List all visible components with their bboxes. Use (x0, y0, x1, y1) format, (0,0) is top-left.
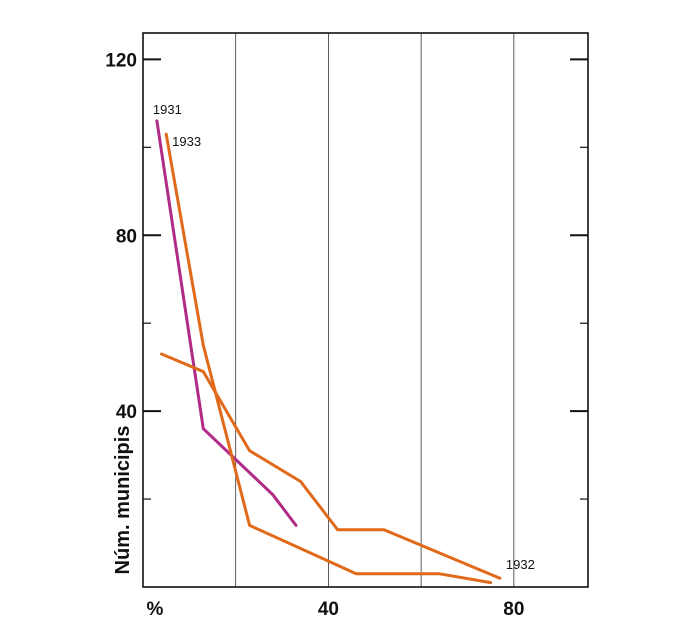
plot-frame (142, 32, 589, 588)
y-tick-label: 80 (116, 226, 137, 247)
x-tick-label: 80 (503, 599, 524, 620)
series-line-1931 (155, 119, 298, 527)
axes (142, 32, 589, 588)
x-tick-label: 40 (318, 599, 339, 620)
series-label-1931: 1931 (153, 102, 182, 117)
series-line-1932 (160, 352, 502, 580)
series-lines (155, 119, 502, 585)
series-label-1932: 1932 (506, 557, 535, 572)
grid (235, 33, 515, 587)
series-label-1933: 1933 (172, 134, 201, 149)
y-axis-label: Núm. municipis (112, 426, 134, 575)
y-tick-label: 120 (105, 50, 137, 71)
x-axis-label: % (147, 599, 164, 620)
series-line-1933 (164, 132, 493, 585)
y-tick-label: 40 (116, 402, 137, 423)
labels: 40 80 120 40 80% Núm. municipis 1931 1933 1932 (105, 50, 535, 620)
